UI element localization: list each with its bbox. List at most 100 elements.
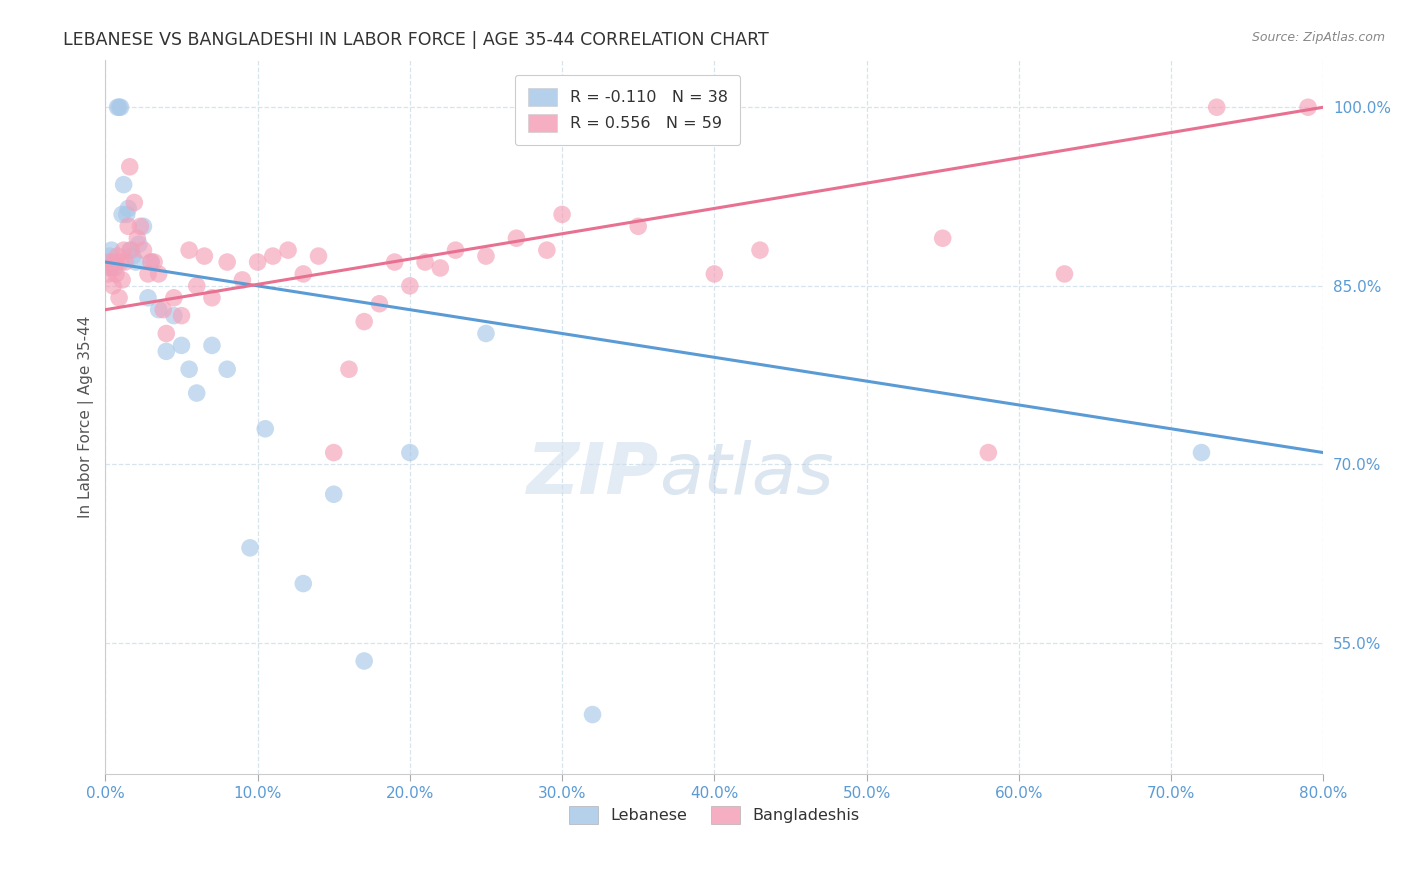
Point (1205, 100, 1227, 114)
Text: LEBANESE VS BANGLADESHI IN LABOR FORCE | AGE 35-44 CORRELATION CHART: LEBANESE VS BANGLADESHI IN LABOR FORCE |… (63, 31, 769, 49)
Point (124, 195, 146, 210)
Point (107, 249, 129, 263)
Y-axis label: In Labor Force | Age 35-44: In Labor Force | Age 35-44 (79, 316, 94, 518)
Point (292, 267, 315, 281)
Legend: Lebanese, Bangladeshis: Lebanese, Bangladeshis (562, 799, 866, 830)
Point (152, 302, 174, 317)
Point (277, 243, 299, 257)
Point (322, 487, 344, 501)
Point (399, 445, 422, 459)
Point (107, 100, 129, 114)
Point (193, 249, 215, 263)
Text: atlas: atlas (659, 440, 834, 508)
Point (100, 243, 122, 257)
Point (749, 243, 772, 257)
Point (148, 302, 170, 317)
Point (100, 260, 122, 275)
Point (148, 267, 170, 281)
Point (384, 255, 406, 269)
Point (475, 249, 498, 263)
Point (322, 445, 344, 459)
Point (231, 273, 253, 287)
Point (217, 362, 239, 376)
Point (118, 243, 141, 257)
Point (108, 100, 131, 114)
Point (98, 249, 121, 263)
Point (155, 344, 177, 359)
Point (103, 260, 125, 275)
Point (239, 541, 262, 555)
Point (155, 326, 177, 341)
Point (536, 243, 558, 257)
Point (132, 243, 155, 257)
Point (143, 255, 166, 269)
Point (117, 219, 139, 234)
Point (97, 267, 120, 281)
Text: ZIP: ZIP (527, 440, 659, 508)
Point (1191, 445, 1213, 459)
Point (103, 255, 125, 269)
Point (98, 260, 121, 275)
Point (217, 255, 239, 269)
Point (127, 231, 149, 245)
Point (475, 326, 498, 341)
Point (112, 178, 135, 192)
Point (121, 249, 143, 263)
Point (105, 255, 128, 269)
Point (139, 255, 162, 269)
Point (98, 255, 121, 269)
Point (931, 231, 953, 245)
Point (444, 243, 467, 257)
Point (505, 231, 527, 245)
Point (292, 576, 315, 591)
Point (111, 207, 134, 221)
Point (108, 291, 131, 305)
Point (1296, 100, 1319, 114)
Point (627, 219, 650, 234)
Point (97, 255, 120, 269)
Point (1053, 267, 1076, 281)
Point (353, 654, 375, 668)
Point (110, 255, 132, 269)
Point (429, 260, 451, 275)
Point (581, 707, 603, 722)
Point (128, 237, 150, 252)
Point (262, 249, 284, 263)
Point (163, 309, 186, 323)
Point (101, 255, 124, 269)
Point (120, 243, 142, 257)
Point (170, 309, 193, 323)
Point (308, 249, 330, 263)
Point (117, 202, 139, 216)
Point (132, 219, 155, 234)
Point (201, 291, 224, 305)
Point (112, 243, 135, 257)
Point (125, 255, 148, 269)
Point (101, 278, 124, 293)
Point (399, 278, 422, 293)
Point (139, 255, 162, 269)
Text: Source: ZipAtlas.com: Source: ZipAtlas.com (1251, 31, 1385, 45)
Point (368, 296, 391, 310)
Point (179, 243, 201, 257)
Point (201, 338, 224, 352)
Point (114, 255, 136, 269)
Point (115, 207, 138, 221)
Point (111, 273, 134, 287)
Point (186, 278, 208, 293)
Point (118, 160, 141, 174)
Point (246, 255, 269, 269)
Point (551, 207, 574, 221)
Point (703, 267, 725, 281)
Point (105, 267, 128, 281)
Point (129, 219, 152, 234)
Point (413, 255, 436, 269)
Point (170, 338, 193, 352)
Point (337, 362, 360, 376)
Point (186, 386, 208, 401)
Point (136, 267, 159, 281)
Point (353, 315, 375, 329)
Point (977, 445, 1000, 459)
Point (179, 362, 201, 376)
Point (110, 100, 132, 114)
